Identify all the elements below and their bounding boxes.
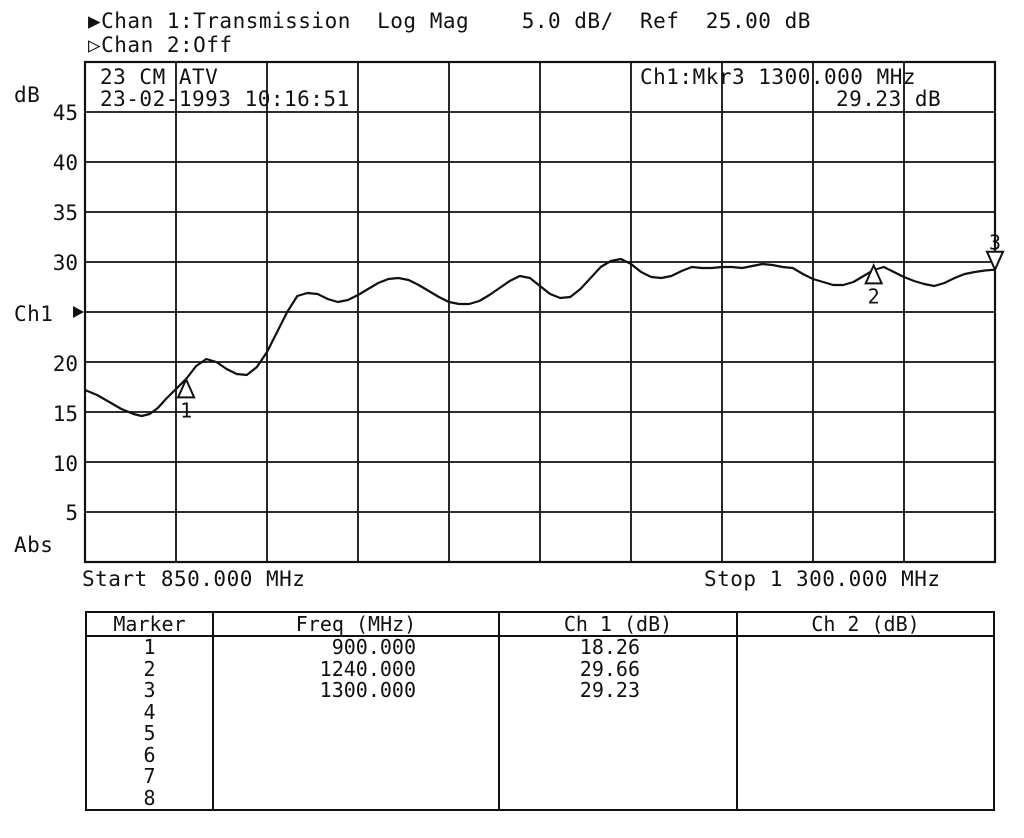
y-unit-label: dB [14, 83, 41, 107]
marker-number: 2 [143, 656, 156, 681]
chart-annotation-title: 23 CM ATV [100, 65, 219, 89]
marker-freq: 900.000 [331, 635, 416, 659]
marker-triangle-icon [985, 250, 1005, 273]
ch2-column [737, 636, 994, 810]
freq-column: 900.000 1240.000 1300.000 [213, 635, 500, 810]
marker-triangle-icon [176, 376, 196, 399]
marker-number: 4 [143, 699, 156, 724]
marker-table-header: Marker Freq (MHz) Ch 1 (dB) Ch 2 (dB) [86, 612, 994, 637]
marker-table: Marker Freq (MHz) Ch 1 (dB) Ch 2 (dB) 1 … [85, 611, 995, 811]
marker-ch1-value: 18.26 [579, 635, 640, 659]
marker-freq: 1300.000 [319, 678, 416, 702]
ch1-ref-label: Ch1 [14, 302, 54, 326]
marker-ch1-value: 29.23 [579, 678, 640, 702]
marker-number: 5 [143, 721, 156, 745]
marker-number: 1 [143, 635, 156, 659]
marker-readout-value: 29.23 dB [836, 87, 942, 111]
trace-line [84, 257, 996, 418]
ch1-column: 18.26 29.66 29.23 [499, 635, 738, 810]
y-tick-label-40: 40 [52, 151, 78, 175]
y-tick-label-10: 10 [52, 452, 78, 476]
reference-level-arrow-icon [73, 306, 84, 318]
ch2-column-header: Ch 2 (dB) [737, 612, 994, 637]
marker-triangle-icon [864, 262, 884, 285]
marker-label: 3 [989, 231, 1001, 255]
marker-ch1-value: 29.66 [579, 656, 640, 681]
marker-label: 2 [868, 284, 880, 308]
chan2-status: ▷Chan 2:Off [88, 33, 233, 57]
stop-frequency: Stop 1 300.000 MHz [704, 567, 941, 591]
marker-readout-freq: Ch1:Mkr3 1300.000 MHz [640, 65, 917, 89]
marker-freq: 1240.000 [319, 656, 416, 681]
y-tick-label-5: 5 [65, 501, 78, 525]
marker-number: 7 [143, 764, 156, 788]
marker-label: 1 [180, 398, 192, 422]
marker-number: 6 [143, 742, 156, 767]
y-tick-label-45: 45 [52, 101, 78, 125]
marker-column-header: Marker [86, 612, 214, 637]
y-tick-label-35: 35 [52, 201, 78, 225]
y-tick-label-30: 30 [52, 251, 78, 275]
marker-number: 3 [143, 678, 156, 702]
abs-label: Abs [14, 533, 54, 557]
ch1-column-header: Ch 1 (dB) [499, 612, 738, 637]
y-tick-label-20: 20 [52, 352, 78, 376]
marker-number: 8 [143, 785, 156, 810]
chan1-status: ▶Chan 1:Transmission Log Mag 5.0 dB/ Ref… [88, 9, 811, 33]
freq-column-header: Freq (MHz) [213, 612, 500, 637]
chart-annotation-datetime: 23-02-1993 10:16:51 [100, 87, 350, 111]
start-frequency: Start 850.000 MHz [82, 567, 306, 591]
y-tick-label-15: 15 [52, 402, 78, 426]
marker-number-column: 1 2 3 4 5 6 7 8 [86, 635, 214, 810]
